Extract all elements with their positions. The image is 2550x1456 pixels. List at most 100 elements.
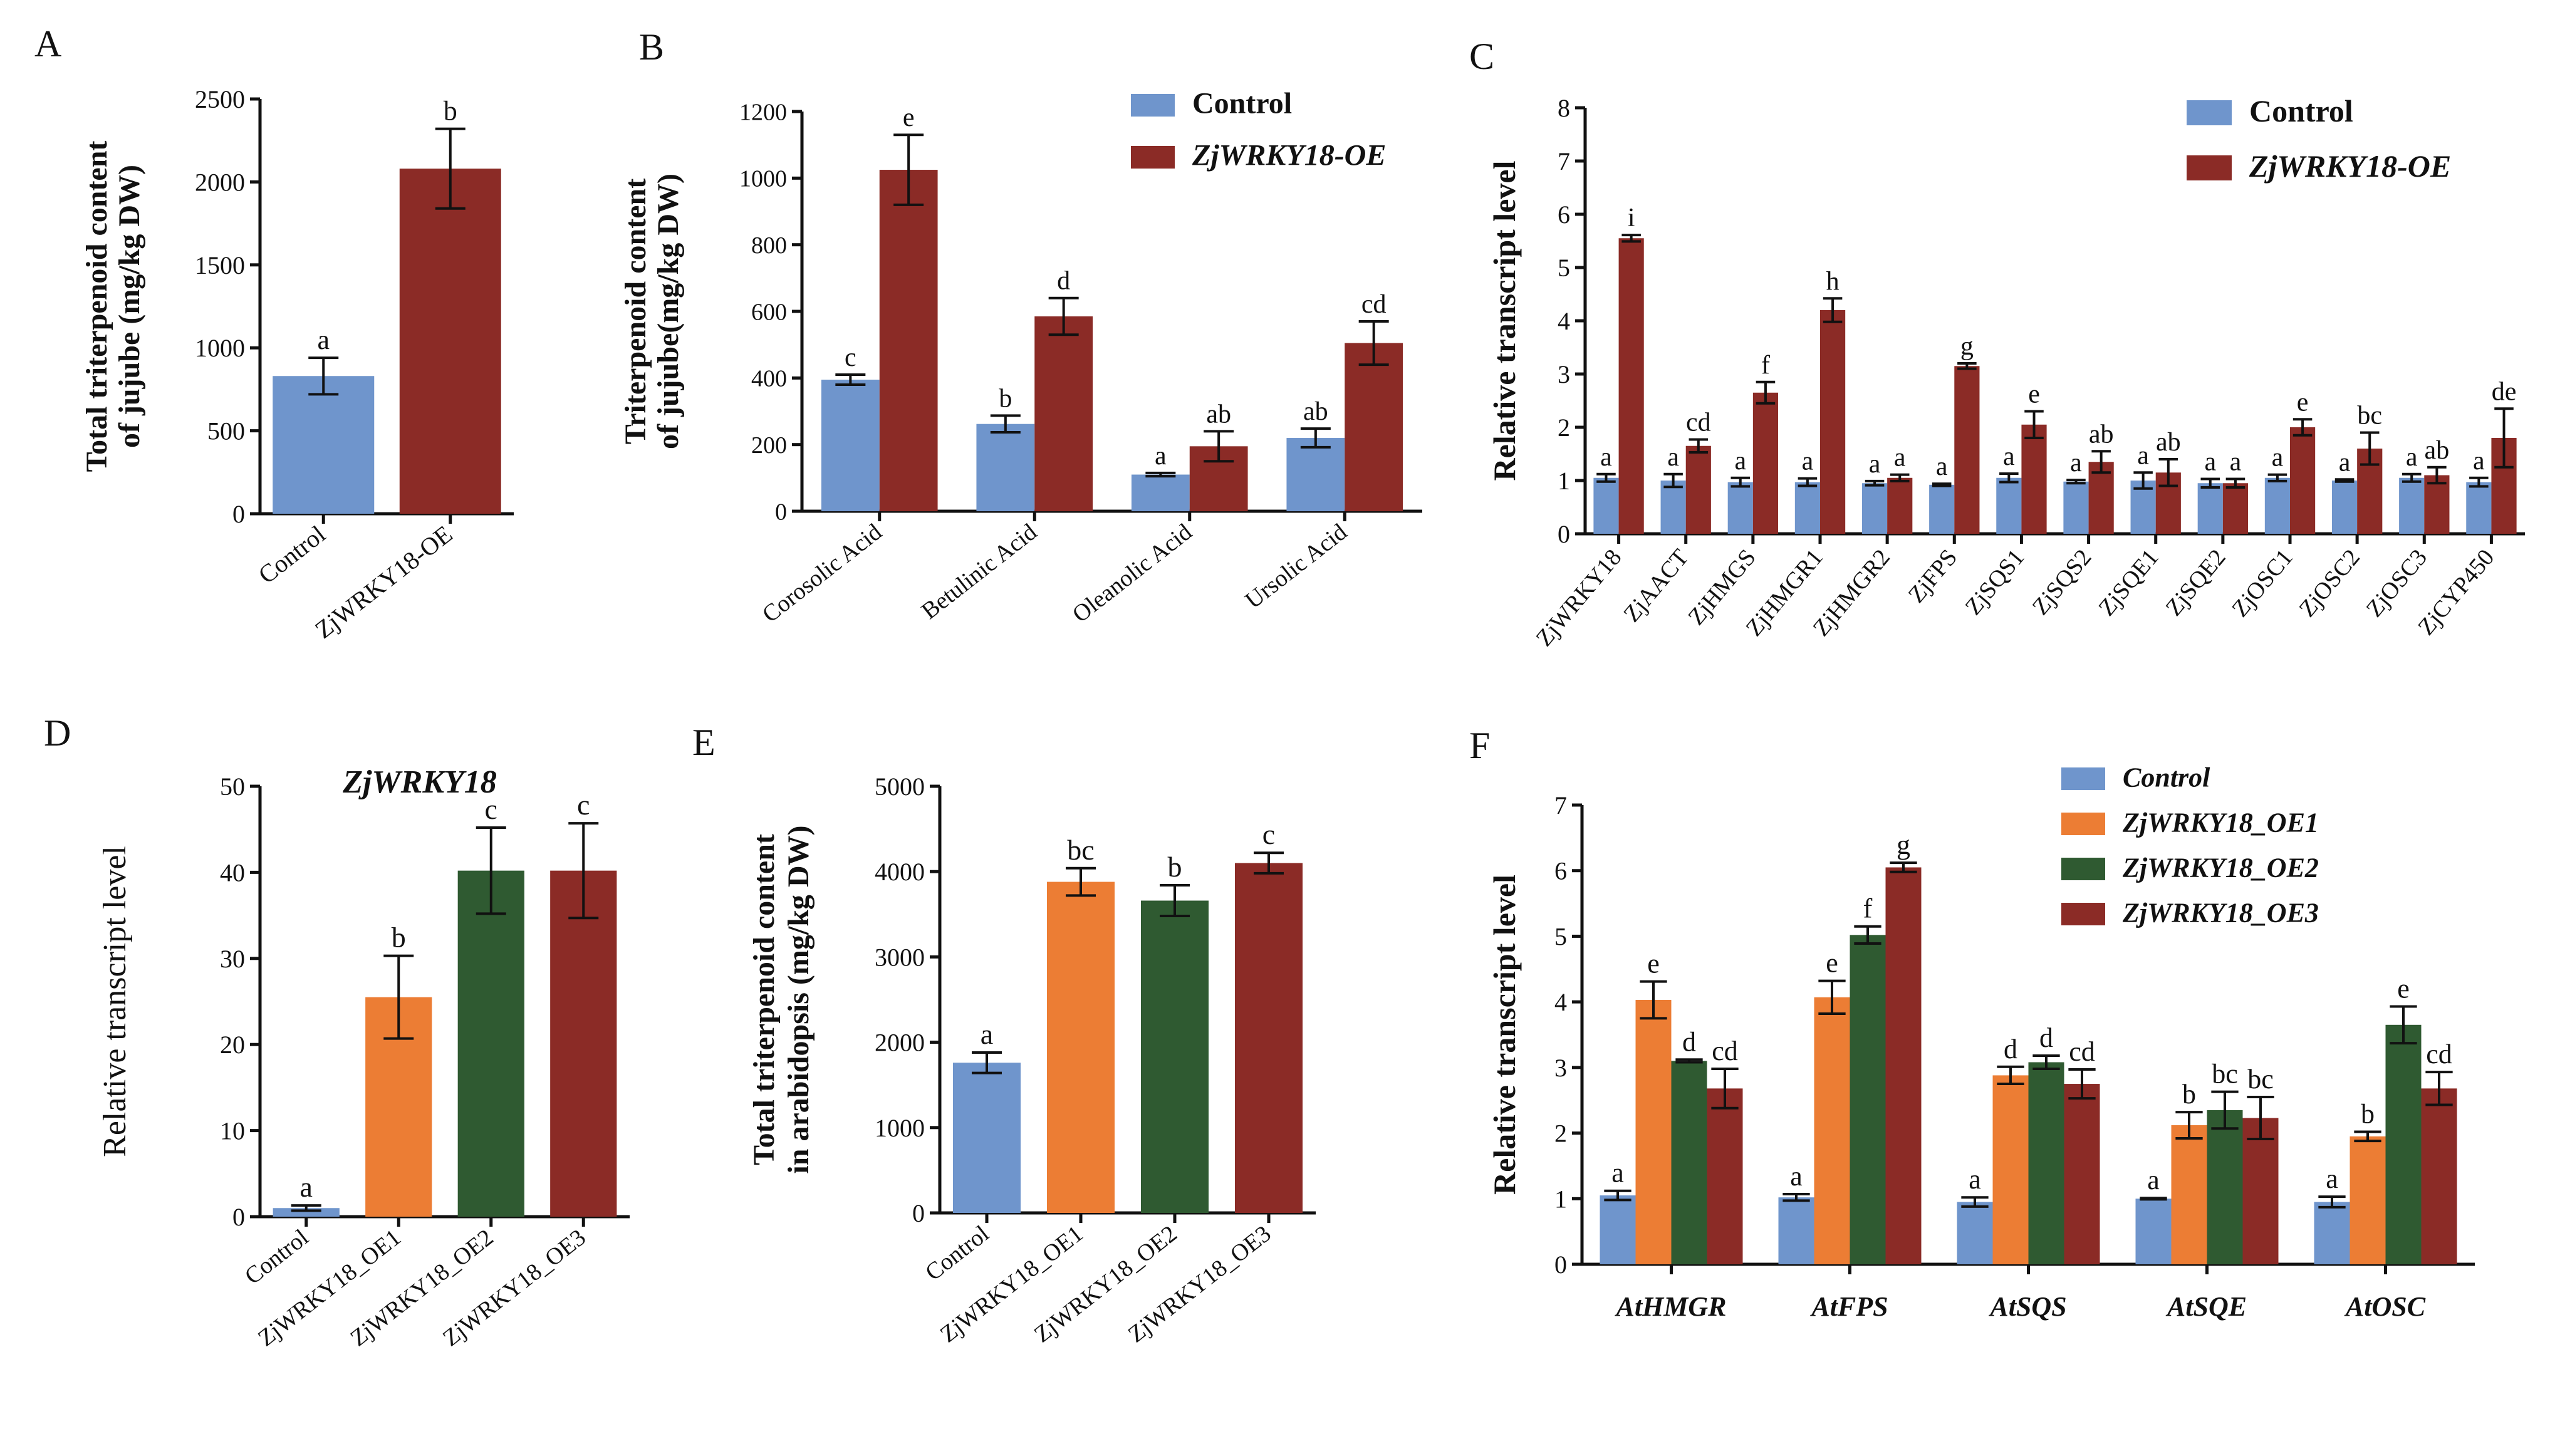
- panel-e-significance-letter: c: [1262, 818, 1275, 850]
- panel-f-bar: [2028, 1062, 2064, 1264]
- panel-c-bar: [2088, 462, 2114, 534]
- panel-a-category-label: Control: [253, 520, 331, 590]
- panel-f-bar: [1885, 867, 1922, 1264]
- panel-c-y-tick-label: 6: [1558, 200, 1570, 229]
- panel-e-bar: [1047, 881, 1115, 1213]
- panel-c-bar: [1727, 482, 1753, 534]
- panel-c-significance-letter: a: [1802, 447, 1814, 476]
- panel-c-significance-letter: a: [1667, 443, 1679, 472]
- panel-f-significance-letter: b: [2182, 1079, 2196, 1110]
- panel-c-bar: [1820, 310, 1846, 534]
- panel-c-significance-letter: a: [2003, 442, 2015, 471]
- panel-f-bar: [2064, 1084, 2100, 1264]
- panel-f-bar: [2171, 1125, 2207, 1264]
- panel-f-bar: [1778, 1197, 1814, 1264]
- panel-f-bar: [2421, 1088, 2457, 1264]
- panel-c-y-tick-label: 5: [1558, 254, 1570, 282]
- panel-d-y-tick-label: 30: [220, 945, 245, 973]
- panel-b-legend-label: Control: [1192, 87, 1292, 120]
- panel-d-significance-letter: b: [392, 922, 406, 954]
- panel-f-significance-letter: e: [1647, 949, 1660, 979]
- panel-b-y-tick-label: 400: [751, 366, 787, 392]
- panel-f-bar: [2242, 1118, 2279, 1264]
- panel-label-f: F: [1469, 725, 1490, 766]
- panel-c-significance-letter: e: [2028, 380, 2040, 409]
- panel-f-bar: [2314, 1202, 2350, 1264]
- panel-c-significance-letter: a: [2339, 448, 2351, 477]
- panel-f-category-label: AtSQS: [1988, 1291, 2066, 1322]
- panel-c-bar: [2399, 477, 2425, 534]
- panel-b-bar: [976, 424, 1035, 511]
- panel-c-significance-letter: a: [2272, 444, 2284, 472]
- panel-b-y-tick-label: 800: [751, 232, 787, 259]
- panel-d-y-tick-label: 10: [220, 1117, 245, 1145]
- panel-c-bar: [2063, 481, 2089, 534]
- panel-f-significance-letter: a: [2326, 1163, 2338, 1194]
- panel-b-category-label: Oleanolic Acid: [1068, 519, 1197, 628]
- panel-e-significance-letter: bc: [1067, 834, 1094, 866]
- panel-f-bar: [1671, 1061, 1707, 1264]
- panel-e-y-axis-label: in arabidopsis (mg/kg DW): [782, 825, 815, 1173]
- panel-c-category-label: ZjOSC2: [2294, 544, 2365, 622]
- panel-f-significance-letter: cd: [2426, 1039, 2452, 1069]
- panel-c-y-axis-label: Relative transcript level: [1487, 160, 1522, 481]
- panel-f-significance-letter: bc: [2212, 1059, 2238, 1089]
- panel-f-bar: [1992, 1075, 2029, 1264]
- panel-f-y-tick-label: 0: [1554, 1251, 1567, 1279]
- panel-c-chart: 0 1 2 3 4 5 6 7 8 Relative transcript level ZjWRKY…: [1487, 93, 2525, 652]
- panel-c-category-label: ZjOSC3: [2361, 544, 2433, 622]
- panel-d-chart: 0 10 20 30 40 50 Relative transcript level Cont…: [97, 764, 630, 1351]
- panel-e-y-tick-label: 3000: [875, 943, 925, 971]
- panel-c-significance-letter: de: [2492, 377, 2517, 406]
- panel-b-legend-swatch: [1131, 94, 1175, 117]
- panel-b-y-tick-label: 600: [751, 299, 787, 325]
- panel-c-significance-letter: ab: [2425, 436, 2450, 465]
- panel-c-category-label: ZjOSC1: [2227, 544, 2298, 622]
- panel-a-y-tick-label: 1000: [195, 334, 245, 362]
- panel-c-significance-letter: a: [2070, 449, 2082, 477]
- panel-e-y-tick-label: 4000: [875, 858, 925, 886]
- panel-label-b: B: [639, 26, 664, 68]
- panel-b-bar: [879, 170, 938, 512]
- panel-c-bar: [1954, 366, 1980, 534]
- panel-e-y-axis-label: Total triterpenoid content: [747, 834, 781, 1165]
- panel-b-legend-label: ZjWRKY18-OE: [1192, 139, 1386, 172]
- panel-c-significance-letter: i: [1628, 204, 1635, 232]
- panel-e-y-tick-label: 0: [912, 1199, 925, 1227]
- panel-label-a: A: [34, 23, 61, 65]
- panel-a-y-tick-label: 2500: [195, 85, 245, 113]
- panel-e-chart: 0 1000 2000 3000 4000 5000 Total triterpenoid …: [747, 772, 1316, 1348]
- panel-f-y-tick-label: 2: [1554, 1120, 1567, 1148]
- panel-d-y-tick-label: 20: [220, 1031, 245, 1059]
- panel-f-significance-letter: b: [2361, 1098, 2375, 1129]
- panel-c-significance-letter: ab: [2156, 428, 2181, 457]
- panel-f-category-label: AtSQE: [2165, 1291, 2247, 1322]
- panel-f-y-tick-label: 6: [1554, 857, 1567, 885]
- panel-f-significance-letter: cd: [2069, 1036, 2095, 1067]
- panel-e-significance-letter: b: [1168, 851, 1182, 883]
- panel-f-bar: [2385, 1024, 2422, 1264]
- panel-b-significance-letter: c: [845, 343, 856, 372]
- panel-c-bar: [1887, 477, 1913, 534]
- panel-d-bar: [457, 870, 524, 1217]
- panel-c-significance-letter: a: [1600, 443, 1612, 472]
- panel-f-bar: [2350, 1136, 2386, 1264]
- panel-c-significance-letter: a: [2473, 447, 2485, 476]
- panel-f-bar: [1850, 935, 1886, 1264]
- panel-c-bar: [1685, 445, 1711, 534]
- panel-label-e: E: [692, 722, 716, 763]
- panel-f-legend-swatch: [2061, 858, 2105, 880]
- panel-a-y-tick-label: 0: [232, 500, 245, 528]
- panel-e-y-tick-label: 5000: [875, 772, 925, 801]
- panel-b-significance-letter: ab: [1206, 400, 1231, 429]
- panel-c-significance-letter: a: [1869, 450, 1881, 479]
- panel-c-significance-letter: a: [2204, 447, 2216, 476]
- panel-f-legend-swatch: [2061, 813, 2105, 835]
- panel-c-bar: [2290, 427, 2316, 534]
- panel-c-bar: [1593, 477, 1619, 534]
- panel-a-bar: [273, 376, 375, 514]
- panel-c-category-label: ZjSQE2: [2161, 544, 2231, 621]
- panel-c-bar: [2197, 483, 2223, 534]
- panel-c-y-tick-label: 3: [1558, 360, 1570, 388]
- panel-b-significance-letter: e: [903, 103, 915, 132]
